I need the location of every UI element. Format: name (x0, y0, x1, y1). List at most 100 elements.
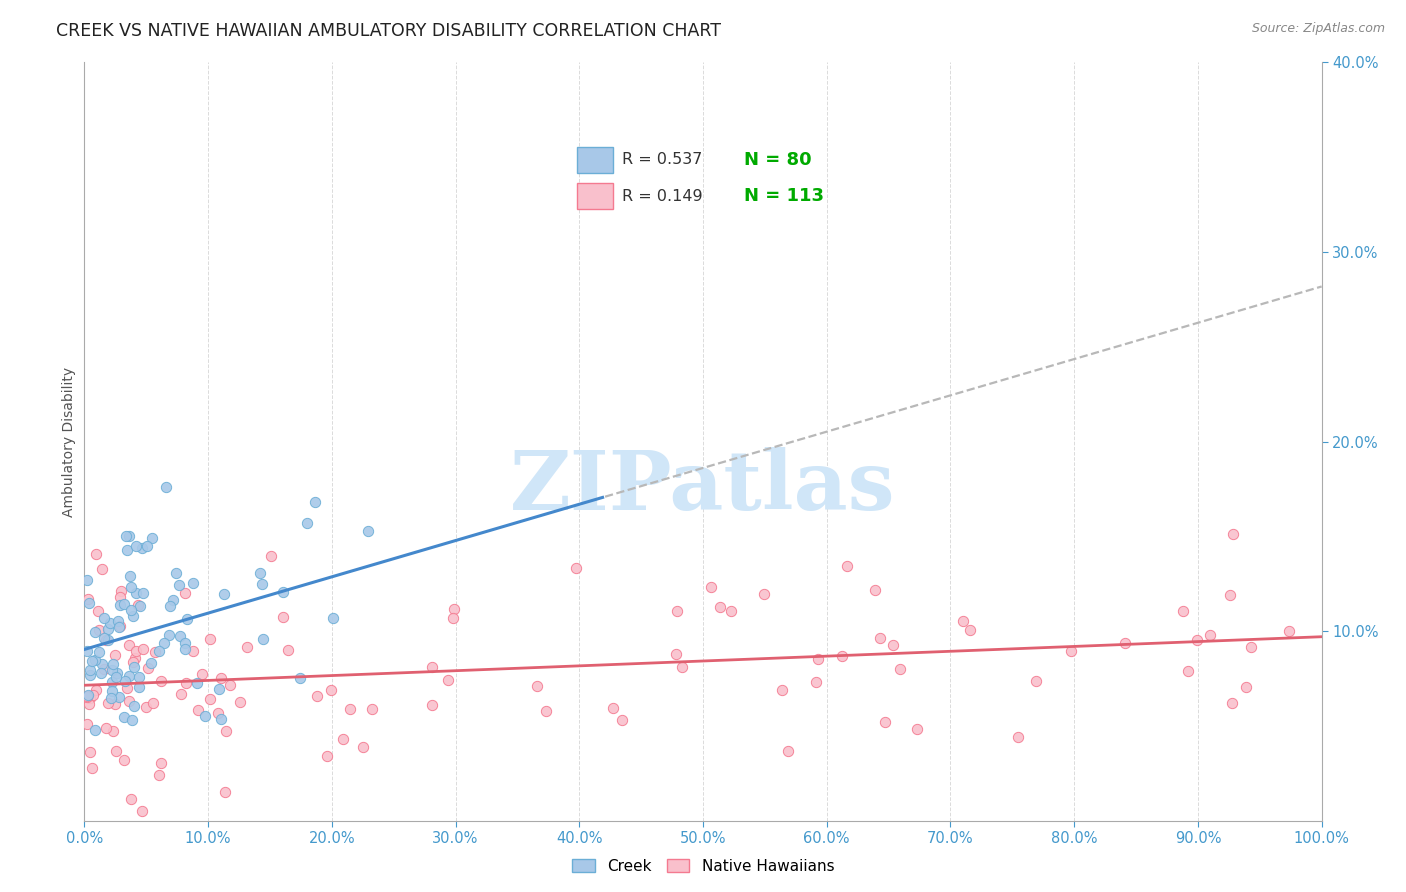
Point (1278, 624, 1301, 639)
Point (94, 632, 117, 647)
Point (93, 611, 115, 625)
Point (835, 558, 858, 573)
Point (665, 647, 688, 661)
Point (174, 676, 197, 690)
Point (143, 645, 166, 659)
Point (77, 592, 100, 607)
Point (174, 586, 197, 600)
Point (752, 587, 775, 601)
Point (1007, 730, 1029, 744)
Point (174, 641, 197, 656)
Point (93, 632, 115, 646)
Point (776, 744, 799, 758)
Point (132, 586, 155, 600)
Point (252, 577, 274, 591)
Point (873, 714, 896, 729)
Point (360, 702, 382, 716)
Point (1177, 664, 1199, 678)
Point (132, 641, 155, 656)
Point (666, 604, 689, 618)
Point (104, 648, 127, 663)
Point (108, 590, 131, 604)
Point (82, 688, 104, 702)
Point (889, 662, 911, 676)
Point (181, 643, 204, 657)
Point (1234, 680, 1257, 694)
Point (77, 688, 100, 702)
Point (125, 539, 148, 553)
Point (807, 651, 830, 665)
Point (97, 696, 120, 710)
Point (121, 713, 143, 727)
FancyBboxPatch shape (576, 146, 613, 173)
Point (114, 674, 136, 689)
Point (720, 604, 742, 618)
Point (437, 673, 460, 688)
Point (420, 698, 443, 712)
Point (602, 701, 624, 715)
Point (89, 623, 111, 637)
Point (83, 625, 105, 640)
Point (105, 744, 128, 758)
Point (101, 724, 124, 739)
Point (214, 785, 236, 799)
Point (128, 599, 150, 614)
Point (82, 761, 104, 775)
Point (356, 524, 378, 539)
Point (321, 683, 343, 698)
Point (76, 690, 98, 704)
Point (139, 656, 162, 670)
Text: CREEK VS NATIVE HAWAIIAN AMBULATORY DISABILITY CORRELATION CHART: CREEK VS NATIVE HAWAIIAN AMBULATORY DISA… (56, 22, 721, 40)
Point (209, 712, 232, 726)
Point (118, 569, 141, 583)
Point (305, 689, 328, 703)
Point (112, 597, 135, 611)
Legend: Creek, Native Hawaiians: Creek, Native Hawaiians (565, 853, 841, 880)
Point (91, 657, 114, 671)
Point (100, 691, 122, 706)
Point (153, 636, 176, 650)
Point (277, 642, 299, 657)
Point (806, 674, 828, 689)
Point (127, 598, 149, 612)
Point (107, 614, 129, 628)
Point (271, 609, 294, 624)
Point (671, 660, 693, 674)
Point (101, 675, 124, 690)
Point (110, 619, 132, 633)
Point (105, 666, 128, 681)
Point (121, 609, 143, 624)
Text: R = 0.149: R = 0.149 (621, 188, 703, 203)
Point (162, 592, 184, 607)
Point (1240, 640, 1263, 654)
Point (709, 599, 731, 614)
Point (128, 670, 150, 684)
Point (89, 645, 111, 659)
Point (564, 560, 586, 574)
Point (104, 698, 127, 712)
Point (120, 580, 142, 594)
Point (76, 573, 98, 587)
Point (157, 628, 180, 642)
Point (165, 566, 187, 580)
Point (76, 689, 98, 703)
Point (115, 681, 138, 696)
Point (198, 632, 221, 646)
Point (169, 629, 191, 643)
Point (952, 614, 974, 628)
Text: N = 113: N = 113 (744, 187, 824, 205)
Point (167, 578, 190, 592)
Point (103, 657, 125, 671)
Point (1220, 696, 1243, 710)
Point (96, 721, 118, 735)
Point (214, 587, 236, 601)
Point (142, 696, 165, 710)
Point (181, 576, 204, 591)
Point (191, 666, 214, 681)
Point (122, 699, 145, 714)
Point (136, 539, 159, 553)
Point (526, 679, 548, 693)
Point (79, 745, 101, 759)
Point (108, 598, 131, 612)
Point (170, 687, 193, 701)
